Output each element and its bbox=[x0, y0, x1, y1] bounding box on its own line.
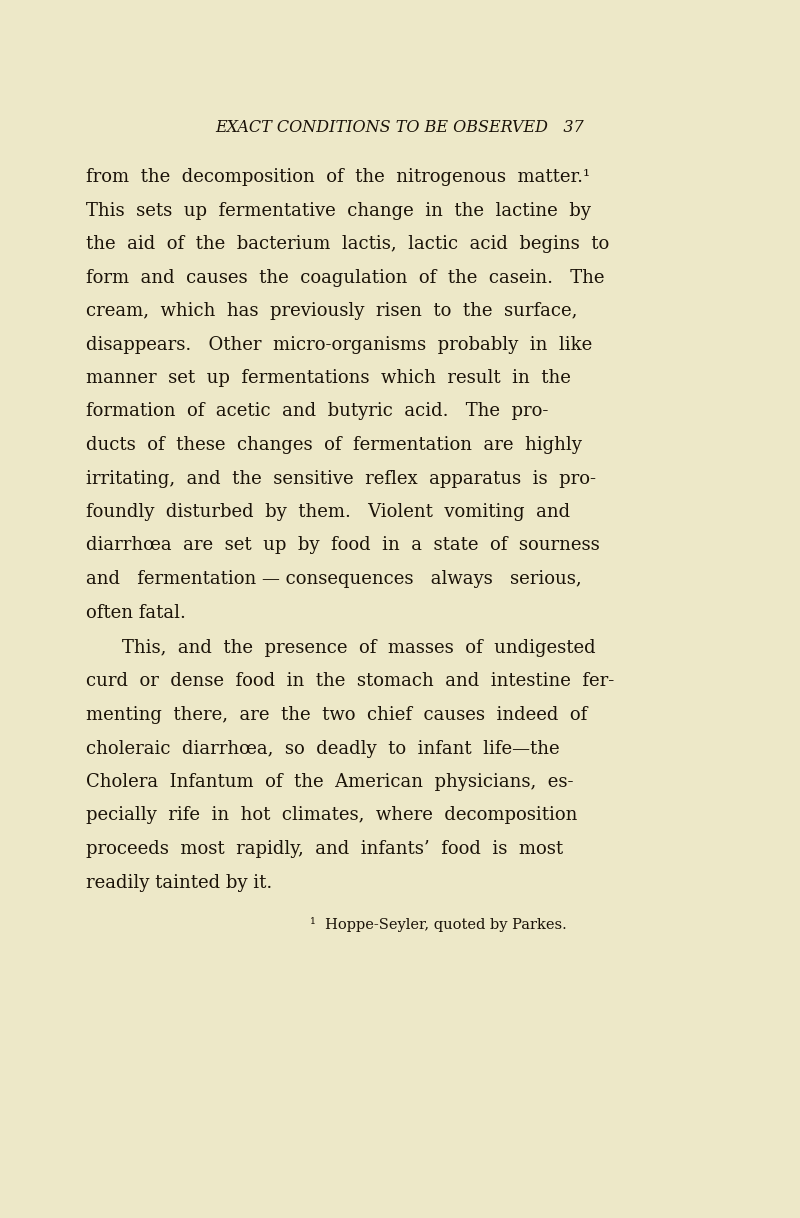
Text: choleraic  diarrhœa,  so  deadly  to  infant  life—the: choleraic diarrhœa, so deadly to infant … bbox=[86, 739, 560, 758]
Text: EXACT CONDITIONS TO BE OBSERVED   37: EXACT CONDITIONS TO BE OBSERVED 37 bbox=[216, 118, 584, 135]
Text: curd  or  dense  food  in  the  stomach  and  intestine  fer-: curd or dense food in the stomach and in… bbox=[86, 672, 614, 691]
Text: pecially  rife  in  hot  climates,  where  decomposition: pecially rife in hot climates, where dec… bbox=[86, 806, 578, 825]
Text: from  the  decomposition  of  the  nitrogenous  matter.¹: from the decomposition of the nitrogenou… bbox=[86, 168, 590, 186]
Text: Cholera  Infantum  of  the  American  physicians,  es-: Cholera Infantum of the American physici… bbox=[86, 773, 574, 790]
Text: form  and  causes  the  coagulation  of  the  casein.   The: form and causes the coagulation of the c… bbox=[86, 268, 605, 286]
Text: This,  and  the  presence  of  masses  of  undigested: This, and the presence of masses of undi… bbox=[122, 639, 596, 657]
Text: readily tainted by it.: readily tainted by it. bbox=[86, 873, 272, 892]
Text: formation  of  acetic  and  butyric  acid.   The  pro-: formation of acetic and butyric acid. Th… bbox=[86, 402, 548, 420]
Text: ¹  Hoppe-Seyler, quoted by Parkes.: ¹ Hoppe-Seyler, quoted by Parkes. bbox=[310, 917, 566, 933]
Text: proceeds  most  rapidly,  and  infants’  food  is  most: proceeds most rapidly, and infants’ food… bbox=[86, 840, 563, 857]
Text: the  aid  of  the  bacterium  lactis,  lactic  acid  begins  to: the aid of the bacterium lactis, lactic … bbox=[86, 235, 610, 253]
Text: menting  there,  are  the  two  chief  causes  indeed  of: menting there, are the two chief causes … bbox=[86, 706, 587, 723]
Text: diarrhœa  are  set  up  by  food  in  a  state  of  sourness: diarrhœa are set up by food in a state o… bbox=[86, 536, 600, 554]
Text: manner  set  up  fermentations  which  result  in  the: manner set up fermentations which result… bbox=[86, 369, 571, 387]
Text: disappears.   Other  micro-organisms  probably  in  like: disappears. Other micro-organisms probab… bbox=[86, 335, 592, 353]
Text: often fatal.: often fatal. bbox=[86, 603, 186, 621]
Text: irritating,  and  the  sensitive  reflex  apparatus  is  pro-: irritating, and the sensitive reflex app… bbox=[86, 469, 596, 487]
Text: foundly  disturbed  by  them.   Violent  vomiting  and: foundly disturbed by them. Violent vomit… bbox=[86, 503, 570, 521]
Text: and   fermentation — consequences   always   serious,: and fermentation — consequences always s… bbox=[86, 570, 582, 588]
Text: cream,  which  has  previously  risen  to  the  surface,: cream, which has previously risen to the… bbox=[86, 302, 578, 320]
Text: This  sets  up  fermentative  change  in  the  lactine  by: This sets up fermentative change in the … bbox=[86, 201, 591, 219]
Text: ducts  of  these  changes  of  fermentation  are  highly: ducts of these changes of fermentation a… bbox=[86, 436, 582, 454]
